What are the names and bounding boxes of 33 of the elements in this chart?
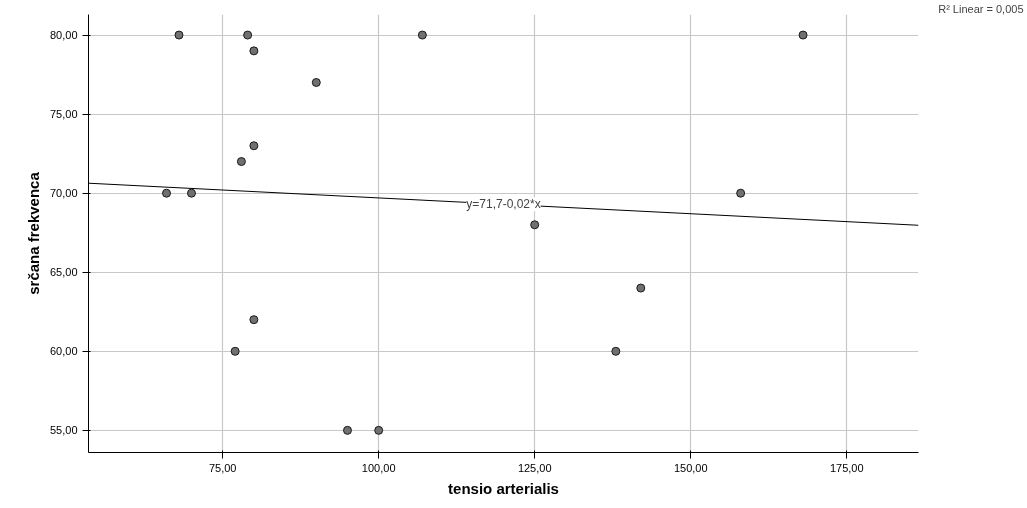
point (636, 283, 646, 293)
y-tick-label: 75,00 (49, 108, 78, 121)
y-tick-label: 65,00 (49, 266, 78, 279)
point (236, 157, 246, 167)
point (417, 30, 427, 40)
y-axis-title: srčana frekvenca (24, 171, 42, 295)
point (530, 220, 540, 230)
point (798, 30, 808, 40)
point (736, 188, 746, 198)
y-tick-label: 80,00 (49, 29, 78, 42)
y-tick-label: 55,00 (49, 424, 78, 437)
point (342, 425, 352, 435)
x-tick-label: 100,00 (361, 461, 396, 474)
point (230, 346, 240, 356)
y-tick-label: 60,00 (49, 345, 78, 358)
x-axis-title: tensio arterialis (448, 479, 559, 497)
x-tick-label: 150,00 (673, 461, 708, 474)
point (249, 141, 259, 151)
point (311, 78, 321, 87)
point (243, 30, 253, 40)
point (174, 30, 184, 40)
y-tick-label: 70,00 (49, 187, 78, 200)
point (249, 46, 259, 56)
point (249, 315, 259, 325)
point (162, 188, 172, 198)
x-tick-label: 175,00 (829, 461, 864, 474)
annotation: y=71,7-0,02*x (466, 197, 541, 212)
point (186, 188, 196, 198)
point (611, 346, 621, 356)
x-tick-label: 125,00 (517, 461, 552, 474)
x-tick-label: 75,00 (208, 461, 237, 474)
text: R² Linear = 0,005 (938, 2, 1024, 15)
point (374, 425, 384, 435)
